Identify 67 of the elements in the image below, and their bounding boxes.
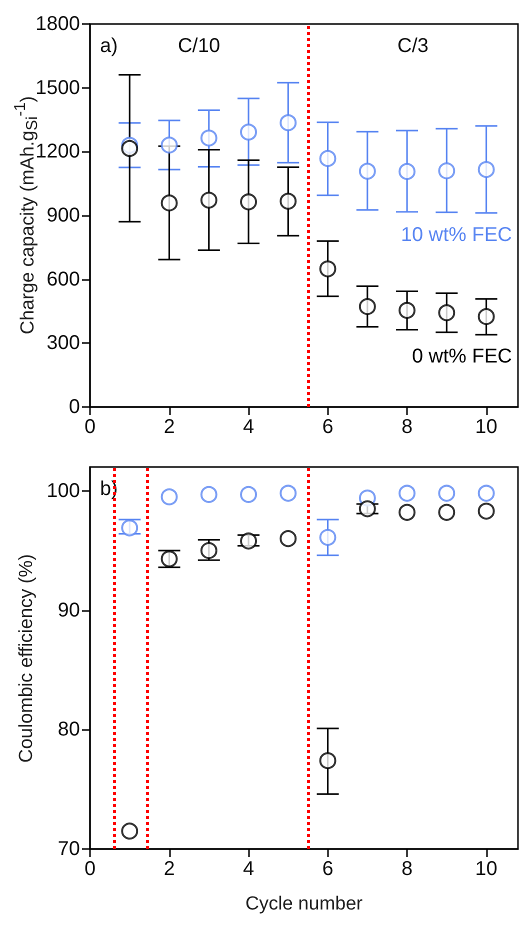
point	[438, 484, 456, 502]
x-tick-label: 6	[322, 858, 334, 880]
y-tick-label: 0	[68, 396, 80, 418]
text: 10 wt% FEC	[400, 224, 512, 246]
x-tick-label: 8	[401, 858, 413, 880]
annotation: C/10	[178, 35, 220, 57]
point	[160, 550, 178, 568]
x-tick-label: 4	[242, 416, 254, 438]
point	[280, 484, 297, 502]
point	[358, 500, 376, 518]
x-tick-label: 10	[475, 416, 498, 438]
y-tick-label: 70	[58, 838, 80, 860]
y-tick-label: 1500	[36, 76, 80, 99]
annotation: a)	[100, 35, 118, 57]
point	[240, 193, 258, 210]
y-tick-label: 300	[46, 332, 80, 354]
point	[121, 140, 138, 157]
point	[280, 192, 297, 210]
x-tick-label: 6	[322, 416, 334, 438]
x-tick-label: 2	[164, 416, 175, 438]
y-axis-title: Coulombic efficiency (%)	[14, 554, 38, 762]
annotation: C/3	[397, 35, 429, 57]
point	[200, 542, 218, 560]
point	[319, 150, 336, 167]
point	[398, 302, 416, 319]
point	[478, 502, 495, 520]
point	[398, 484, 416, 502]
y-tick-label: 100	[46, 480, 80, 502]
point	[200, 130, 218, 147]
point	[478, 161, 495, 178]
x-tick-label: 8	[401, 416, 413, 438]
point	[160, 488, 178, 506]
point	[478, 308, 495, 326]
point	[398, 162, 416, 180]
y-tick-label: 900	[46, 204, 80, 226]
point	[319, 528, 336, 546]
y-tick-label: 90	[58, 599, 80, 622]
point	[398, 504, 416, 521]
x-tick-label: 10	[475, 858, 498, 880]
point	[240, 532, 258, 550]
point	[121, 519, 138, 536]
point	[358, 162, 376, 180]
point	[240, 124, 258, 141]
point	[160, 194, 178, 212]
point	[200, 192, 218, 209]
point	[200, 486, 218, 503]
point	[478, 484, 495, 502]
series-label: 0 wt% FEC	[412, 346, 512, 368]
point	[280, 530, 297, 548]
point	[160, 136, 178, 154]
point	[121, 822, 138, 840]
y-tick-label: 80	[58, 718, 80, 741]
point	[280, 114, 297, 132]
point	[240, 486, 258, 503]
y-tick-label: 1800	[36, 13, 80, 35]
point	[319, 752, 336, 770]
point	[438, 304, 456, 322]
x-axis-title: Cycle number	[245, 894, 364, 914]
x-tick-label: 2	[164, 858, 175, 880]
point	[358, 298, 376, 316]
point	[319, 260, 336, 278]
x-tick-label: 0	[84, 858, 96, 880]
point	[438, 162, 456, 180]
point	[438, 504, 456, 521]
x-tick-label: 0	[84, 416, 96, 438]
x-tick-label: 4	[242, 858, 254, 880]
y-tick-label: 600	[46, 268, 80, 290]
